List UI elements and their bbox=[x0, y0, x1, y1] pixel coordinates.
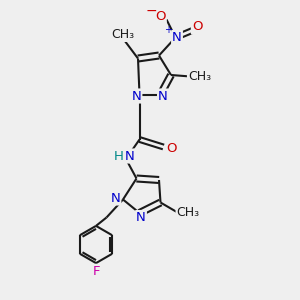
Text: N: N bbox=[111, 191, 120, 205]
Text: N: N bbox=[158, 89, 168, 103]
Text: O: O bbox=[155, 10, 166, 23]
Text: N: N bbox=[136, 211, 146, 224]
Text: CH₃: CH₃ bbox=[188, 70, 211, 83]
Text: −: − bbox=[145, 4, 157, 17]
Text: +: + bbox=[164, 25, 172, 35]
Text: N: N bbox=[125, 149, 134, 163]
Text: N: N bbox=[172, 31, 182, 44]
Text: O: O bbox=[167, 142, 177, 155]
Text: N: N bbox=[132, 89, 141, 103]
Text: CH₃: CH₃ bbox=[111, 28, 135, 41]
Text: O: O bbox=[192, 20, 202, 34]
Text: CH₃: CH₃ bbox=[176, 206, 200, 220]
Text: H: H bbox=[114, 149, 123, 163]
Text: F: F bbox=[92, 265, 100, 278]
